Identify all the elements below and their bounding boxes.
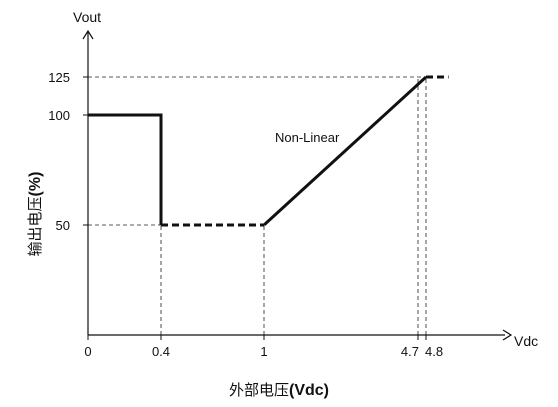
x-axis-arrow-icon bbox=[502, 329, 513, 341]
y-tick-label: 50 bbox=[56, 218, 70, 233]
x-tick-label: 0 bbox=[84, 344, 91, 359]
y-axis-title-unit: (%) bbox=[27, 172, 44, 197]
x-tick-label: 1 bbox=[260, 344, 267, 359]
y-axis-arrow-icon bbox=[82, 29, 94, 40]
series-solid-segment bbox=[262, 75, 428, 227]
x-tick-label: 4.7 bbox=[401, 344, 419, 359]
x-axis-title: 外部电压(Vdc) bbox=[229, 381, 329, 399]
y-axis-title: 输出电压(%) bbox=[26, 172, 44, 257]
reference-lines bbox=[88, 76, 427, 335]
series-solid-segment bbox=[88, 113, 163, 225]
y-tick-label: 125 bbox=[48, 70, 70, 85]
x-axis-title-unit: (Vdc) bbox=[289, 382, 329, 399]
x-axis-name: Vdc bbox=[514, 333, 538, 349]
series-lines bbox=[88, 75, 449, 227]
non-linear-annotation: Non-Linear bbox=[275, 130, 340, 145]
axes bbox=[82, 29, 513, 341]
x-tick-label: 4.8 bbox=[425, 344, 443, 359]
x-axis-title-cjk: 外部电压 bbox=[229, 381, 289, 399]
y-axis-title-cjk: 输出电压 bbox=[26, 196, 44, 256]
x-tick-label: 0.4 bbox=[152, 344, 170, 359]
tick-labels: 50 100 125 0 0.4 1 4.7 4.8 bbox=[48, 70, 443, 359]
y-tick-label: 100 bbox=[48, 108, 70, 123]
y-axis-name: Vout bbox=[73, 9, 101, 25]
